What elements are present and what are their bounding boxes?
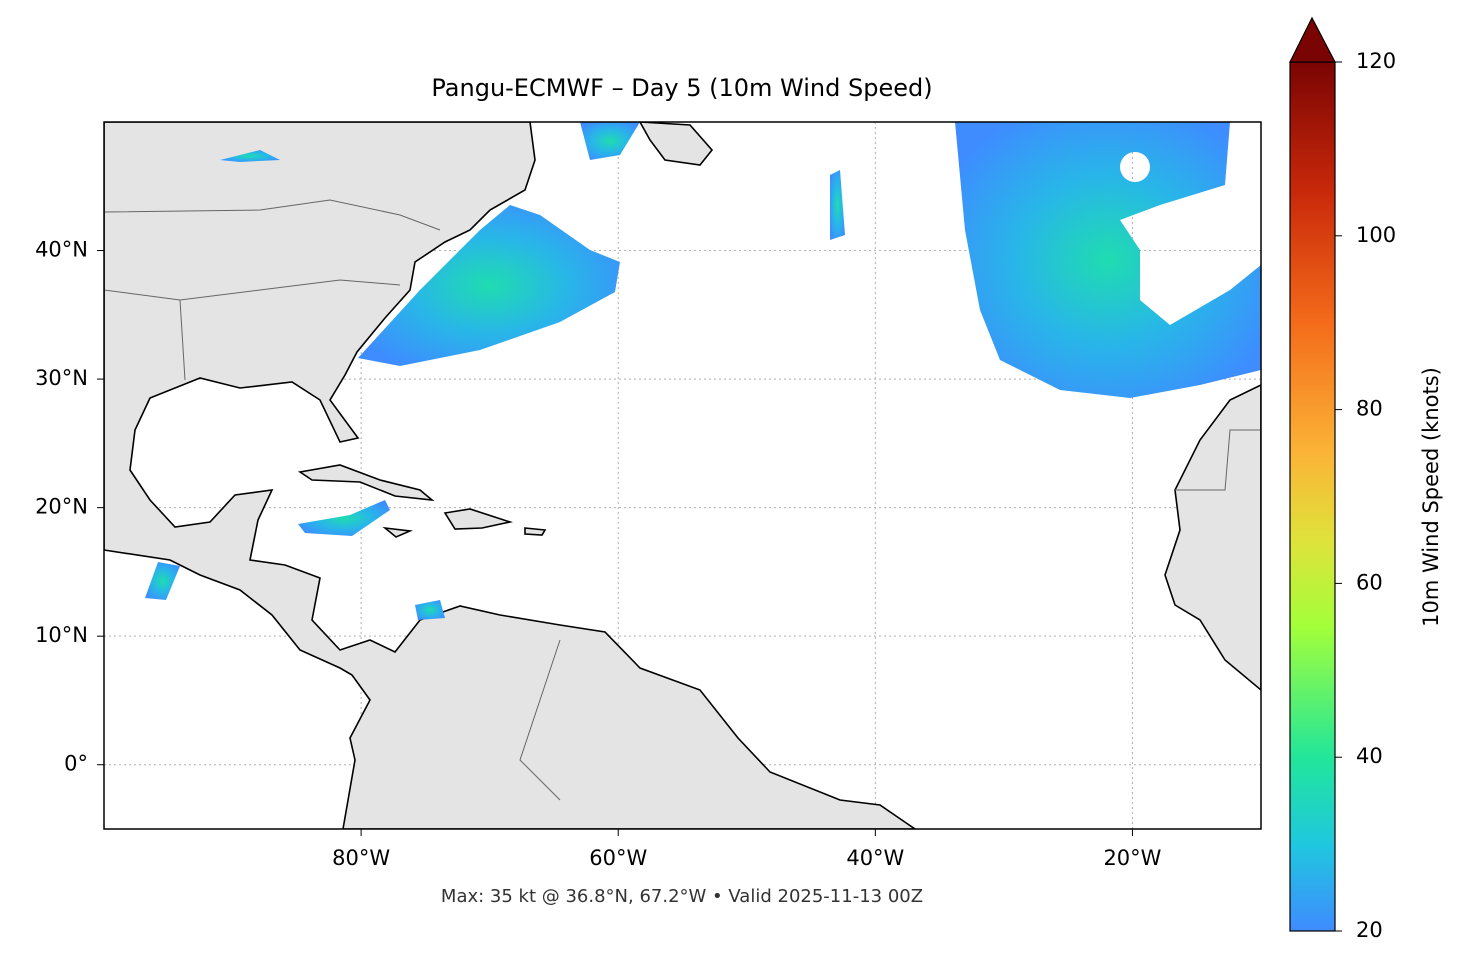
wind-region [580, 122, 640, 160]
wind-region [955, 122, 1261, 398]
colorbar-tick-label: 60 [1356, 570, 1383, 594]
wind-region [298, 500, 390, 536]
y-tick-label: 0° [64, 752, 88, 776]
jamaica [382, 526, 414, 538]
y-tick-label: 30°N [35, 366, 88, 390]
chart-title: Pangu-ECMWF – Day 5 (10m Wind Speed) [431, 74, 932, 102]
colorbar-tick-label: 120 [1356, 49, 1396, 73]
wind-region [415, 600, 445, 620]
puerto-rico [524, 527, 547, 536]
borders [104, 279, 401, 301]
y-tick-label: 10°N [35, 623, 88, 647]
colorbar [1289, 61, 1336, 932]
map-frame [103, 121, 1262, 830]
americas [104, 122, 917, 829]
colorbar-tick-label: 40 [1356, 744, 1383, 768]
newfoundland [639, 122, 714, 166]
y-tick-label: 40°N [35, 238, 88, 262]
x-tick-label: 60°W [589, 846, 647, 870]
colorbar-tick-label: 20 [1356, 918, 1383, 942]
wind-region [220, 150, 280, 162]
annotation: Max: 35 kt @ 36.8°N, 67.2°W • Valid 2025… [441, 886, 923, 907]
borders [104, 199, 441, 231]
x-tick-label: 40°W [846, 846, 904, 870]
africa [1164, 384, 1261, 692]
wind-region [830, 170, 845, 240]
x-tick-label: 20°W [1103, 846, 1161, 870]
y-tick-label: 20°N [35, 495, 88, 519]
hispaniola [443, 508, 514, 530]
colorbar-extend [1289, 16, 1336, 63]
colorbar-label: 10m Wind Speed (knots) [1419, 367, 1443, 627]
x-tick-label: 80°W [332, 846, 390, 870]
map-layer [104, 122, 1261, 829]
cuba [297, 464, 435, 502]
colorbar-tick-label: 100 [1356, 223, 1396, 247]
wind-region [145, 562, 180, 600]
borders [519, 639, 561, 801]
borders [1175, 429, 1261, 491]
borders [179, 299, 186, 381]
colorbar-tick-label: 80 [1356, 397, 1383, 421]
wind-region [358, 205, 620, 366]
